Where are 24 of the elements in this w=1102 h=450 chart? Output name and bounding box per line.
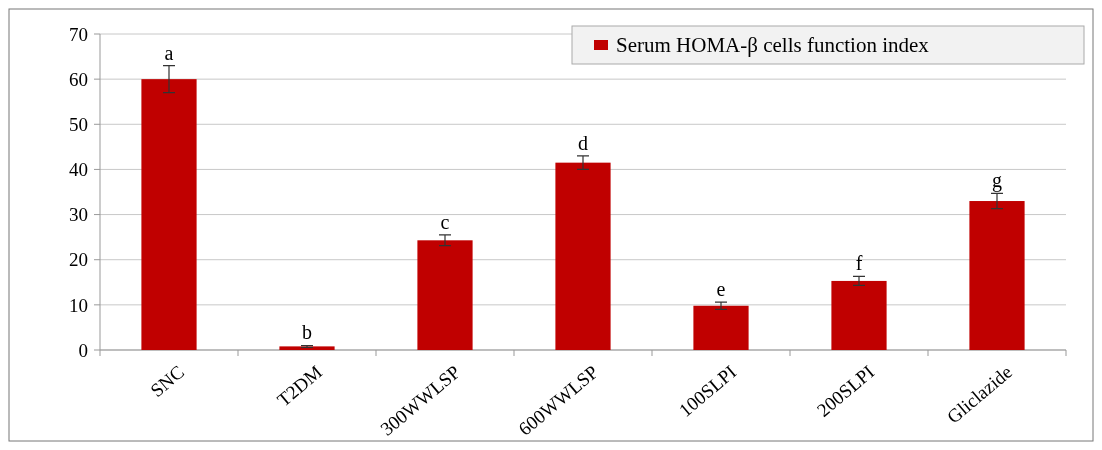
- y-tick-label: 30: [69, 204, 88, 226]
- y-tick-label: 10: [69, 294, 88, 316]
- annotation: c: [440, 210, 450, 233]
- annotation: d: [578, 131, 588, 154]
- y-tick-label: 20: [69, 249, 88, 271]
- y-tick-label: 50: [69, 113, 88, 135]
- bar: [969, 201, 1025, 350]
- annotation: a: [164, 41, 174, 64]
- bar: [831, 280, 887, 350]
- bar: [279, 346, 335, 350]
- annotation: e: [716, 278, 726, 301]
- x-tick-label: SNC: [146, 361, 189, 402]
- bar: [555, 162, 611, 350]
- bar: [417, 240, 473, 350]
- y-tick-label: 70: [69, 23, 88, 45]
- annotation: f: [855, 252, 863, 275]
- y-tick-label: 40: [69, 159, 88, 181]
- y-tick-label: 60: [69, 68, 88, 90]
- annotation: b: [302, 321, 312, 344]
- y-tick-label: 0: [78, 339, 88, 361]
- bar: [141, 79, 197, 350]
- bar: [693, 305, 749, 350]
- annotation: g: [992, 169, 1002, 193]
- legend-label: Serum HOMA-β cells function index: [616, 33, 930, 58]
